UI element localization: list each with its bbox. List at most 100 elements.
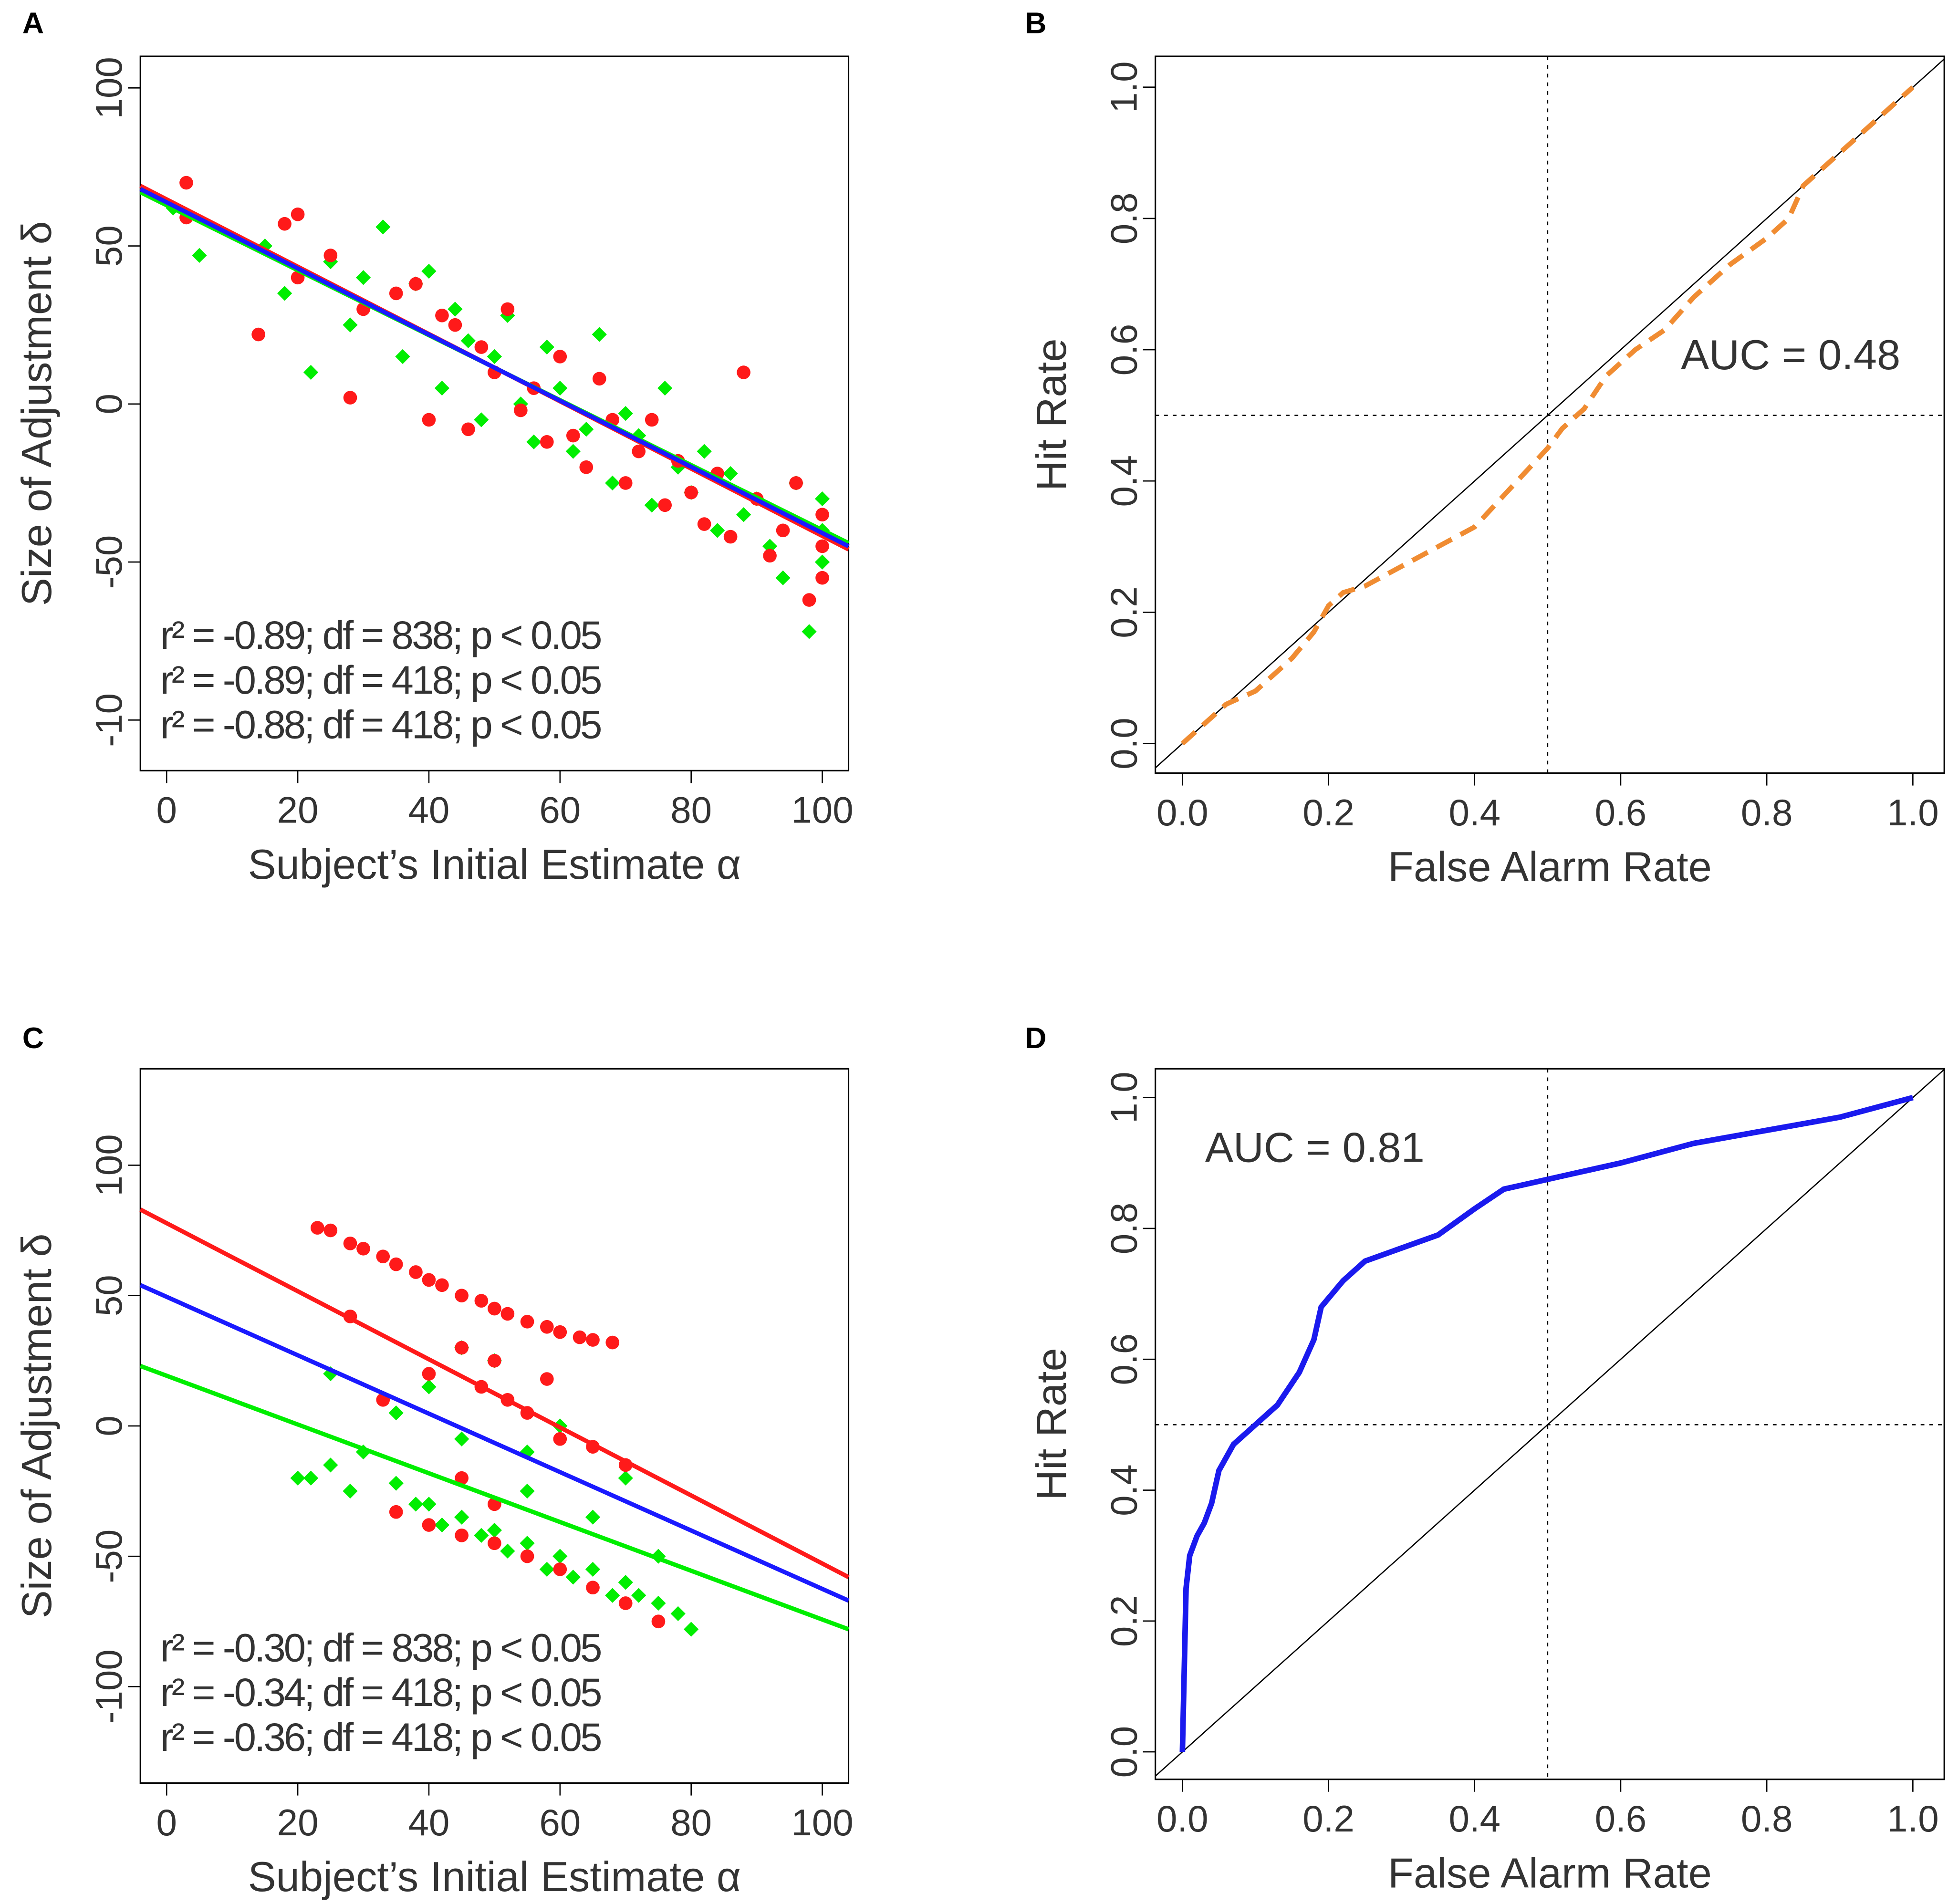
x-tick-label: 20: [277, 789, 319, 831]
x-tick-label: 0.2: [1302, 791, 1354, 833]
plot-frame: [1155, 1068, 1945, 1780]
point: [579, 422, 594, 437]
point: [422, 1518, 436, 1532]
panel-label: D: [1025, 1021, 1046, 1055]
x-tick-label: 0.6: [1595, 1798, 1647, 1840]
point: [605, 1335, 620, 1350]
point: [618, 476, 633, 490]
point: [585, 1509, 601, 1525]
auc-annotation: AUC = 0.81: [1205, 1124, 1425, 1171]
x-axis-label: Subject’s Initial Estimate α: [248, 1853, 741, 1900]
stat-annotation: r² = -0.34; df = 418; p < 0.05: [160, 1670, 601, 1715]
point: [684, 1622, 699, 1637]
point: [500, 1543, 515, 1559]
point: [461, 422, 475, 437]
point: [455, 1471, 469, 1485]
point: [395, 349, 410, 364]
x-axis-label: False Alarm Rate: [1388, 843, 1712, 890]
point: [448, 302, 463, 317]
x-tick-label: 80: [670, 1801, 712, 1843]
x-tick-label: 1.0: [1887, 791, 1939, 833]
point: [802, 593, 816, 607]
point: [736, 507, 751, 522]
point: [552, 381, 568, 396]
point: [488, 1536, 501, 1550]
x-tick-label: 0.8: [1741, 1798, 1793, 1840]
auc-annotation: AUC = 0.48: [1681, 331, 1900, 378]
point: [763, 549, 777, 563]
point: [422, 1367, 436, 1381]
point: [814, 491, 830, 507]
point: [553, 1432, 567, 1446]
point: [323, 249, 338, 262]
point: [303, 364, 319, 380]
panel-label: C: [22, 1021, 44, 1055]
point: [540, 1372, 554, 1386]
point: [434, 1517, 450, 1533]
point: [421, 263, 437, 279]
stat-annotation: r² = -0.89; df = 418; p < 0.05: [160, 658, 601, 702]
point: [388, 1405, 404, 1421]
point: [802, 624, 817, 639]
y-tick-label: -100: [88, 1649, 130, 1724]
stat-annotation: r² = -0.89; df = 838; p < 0.05: [160, 613, 601, 657]
point: [454, 1431, 469, 1446]
point: [592, 372, 606, 386]
point: [592, 327, 607, 342]
x-tick-label: 0.6: [1595, 791, 1647, 833]
y-tick-label: 100: [88, 57, 130, 119]
point: [487, 1522, 502, 1538]
point: [409, 1265, 423, 1279]
x-tick-label: 60: [539, 789, 581, 831]
x-axis-label: Subject’s Initial Estimate α: [248, 841, 741, 888]
point: [356, 1242, 370, 1256]
stat-annotation: r² = -0.30; df = 838; p < 0.05: [160, 1625, 601, 1670]
point: [343, 1237, 357, 1250]
x-tick-label: 100: [791, 789, 853, 831]
point: [645, 413, 659, 427]
point: [618, 1470, 633, 1486]
point: [670, 1606, 686, 1621]
panel-label: B: [1025, 6, 1046, 40]
point: [540, 435, 554, 449]
point: [644, 498, 659, 513]
y-tick-label: -10: [88, 693, 130, 747]
point: [422, 1273, 436, 1287]
point: [323, 1457, 338, 1473]
point: [814, 554, 830, 570]
point: [586, 1333, 600, 1347]
point: [278, 217, 292, 231]
point: [389, 1257, 403, 1271]
point: [291, 207, 305, 221]
y-axis-label: Hit Rate: [1028, 338, 1075, 491]
diagonal: [1155, 1069, 1945, 1777]
point: [723, 466, 738, 481]
point: [585, 1561, 601, 1577]
roc-curve: [1180, 85, 1915, 746]
y-tick-label: 50: [88, 1275, 130, 1316]
x-tick-label: 0.0: [1156, 791, 1208, 833]
point: [723, 530, 738, 544]
x-tick-label: 20: [277, 1801, 319, 1843]
point: [658, 498, 672, 512]
fit-line: [139, 1363, 850, 1632]
point: [657, 381, 673, 396]
point: [488, 1301, 501, 1316]
y-tick-label: -50: [88, 1529, 130, 1583]
plot-frame: [1155, 55, 1945, 774]
plot-frame: [139, 55, 850, 771]
point: [290, 1470, 305, 1486]
point: [631, 1588, 646, 1603]
point: [573, 1330, 587, 1344]
x-tick-label: 40: [408, 1801, 449, 1843]
point: [388, 1476, 404, 1491]
point: [435, 308, 449, 323]
point: [460, 333, 476, 348]
point: [500, 1307, 515, 1321]
stat-annotation: r² = -0.36; df = 418; p < 0.05: [160, 1715, 601, 1759]
point: [514, 403, 528, 417]
y-tick-label: 0.2: [1103, 586, 1145, 638]
y-tick-label: 0.8: [1103, 1203, 1145, 1255]
